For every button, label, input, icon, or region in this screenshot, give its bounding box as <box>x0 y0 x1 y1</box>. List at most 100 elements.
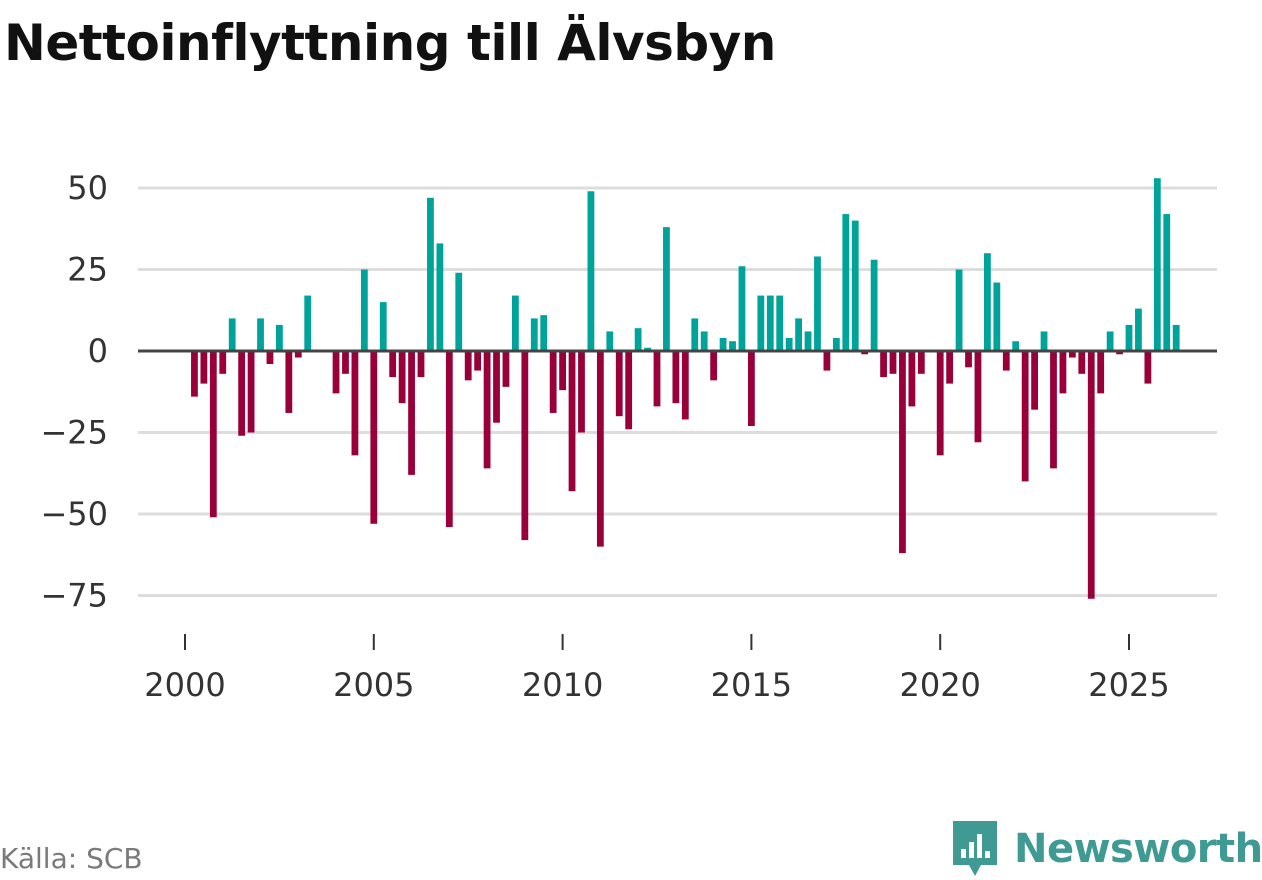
bar <box>1172 324 1180 351</box>
bar <box>483 351 491 469</box>
bar <box>276 324 283 351</box>
bar <box>512 295 519 351</box>
bar <box>200 351 208 384</box>
bar <box>247 351 255 433</box>
bar <box>209 351 217 518</box>
bar <box>1040 331 1048 351</box>
bar <box>700 331 708 351</box>
bar <box>596 351 604 547</box>
bar <box>974 351 982 443</box>
bar <box>861 351 869 355</box>
bar <box>398 351 406 404</box>
bar <box>1059 351 1067 394</box>
bar <box>1097 351 1105 394</box>
bar <box>729 341 736 351</box>
bar <box>936 351 944 456</box>
y-axis-labels: 50 25 0 −25 −50 −75 <box>40 169 108 615</box>
bar <box>993 282 1001 351</box>
y-tick-label: 25 <box>67 251 108 289</box>
bar <box>493 351 500 423</box>
x-tick-label: 2015 <box>711 666 792 704</box>
y-tick-label: 0 <box>88 332 108 370</box>
bar <box>294 351 302 358</box>
bar <box>228 318 236 351</box>
x-tick-label: 2025 <box>1088 666 1169 704</box>
bar <box>691 318 699 351</box>
bar <box>814 256 821 351</box>
bar <box>1116 351 1123 355</box>
y-tick-label: −50 <box>40 495 108 533</box>
bar <box>332 351 340 394</box>
bar <box>219 351 227 374</box>
bar <box>370 351 378 524</box>
bar <box>719 337 727 351</box>
bar <box>502 351 510 387</box>
y-tick-label: −25 <box>40 414 108 452</box>
bar <box>436 243 444 351</box>
bar <box>766 295 774 351</box>
bar <box>549 351 557 413</box>
x-tick-label: 2020 <box>899 666 980 704</box>
bar <box>379 302 387 351</box>
bar <box>795 318 802 351</box>
newsworthy-logo-icon <box>953 821 997 876</box>
bar <box>738 266 746 351</box>
bar <box>1012 341 1020 351</box>
bar <box>899 351 906 554</box>
bar <box>889 351 897 374</box>
bar <box>832 337 840 351</box>
bar <box>681 351 689 420</box>
grid-lines <box>138 186 1217 597</box>
bar <box>191 351 198 397</box>
bar <box>625 351 633 430</box>
bar <box>880 351 887 378</box>
bar <box>389 351 397 378</box>
bar <box>653 351 661 407</box>
bar <box>1002 351 1010 371</box>
bar <box>257 318 264 351</box>
bar <box>521 351 529 541</box>
bar <box>606 331 614 351</box>
chart-title: Nettoinflyttning till Älvsbyn <box>4 14 776 72</box>
bar <box>587 191 595 351</box>
bar <box>417 351 425 378</box>
bar <box>285 351 293 413</box>
bar <box>870 259 878 351</box>
bar <box>710 351 718 381</box>
bar <box>568 351 576 492</box>
brand-name: Newsworthy <box>1014 826 1262 872</box>
bar <box>445 351 453 528</box>
bar <box>474 351 482 371</box>
bar <box>672 351 680 404</box>
bar <box>908 351 916 407</box>
bar <box>455 272 463 351</box>
bar <box>1087 351 1095 599</box>
bar <box>1125 324 1133 351</box>
bar <box>1163 214 1171 351</box>
bar <box>408 351 415 475</box>
bar <box>748 351 755 426</box>
bar <box>946 351 954 384</box>
bar <box>804 331 812 351</box>
bars <box>191 178 1180 599</box>
bar <box>464 351 472 381</box>
bar <box>351 351 359 456</box>
bar <box>955 269 963 351</box>
bar <box>842 214 850 351</box>
bar <box>1153 178 1161 351</box>
bar <box>578 351 585 433</box>
y-tick-label: 50 <box>67 169 108 207</box>
x-tick-label: 2000 <box>144 666 225 704</box>
bar <box>644 347 651 351</box>
bar <box>917 351 925 374</box>
x-tick-label: 2010 <box>522 666 603 704</box>
bar <box>757 295 765 351</box>
bar <box>530 318 538 351</box>
bar <box>1135 308 1142 351</box>
bar <box>615 351 623 417</box>
x-tick-label: 2005 <box>333 666 414 704</box>
bar <box>304 295 312 351</box>
bar <box>238 351 246 436</box>
bar <box>785 337 793 351</box>
